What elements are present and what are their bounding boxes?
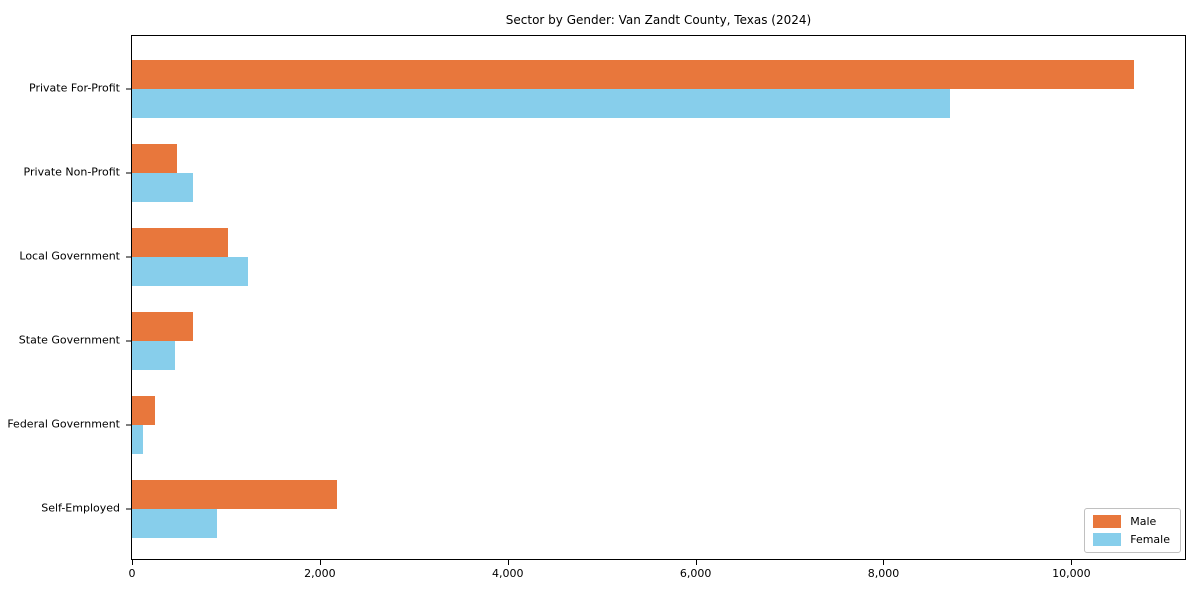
x-axis-ticks: 0 2,000 4,000 6,000 8,000 10,000	[129, 36, 1185, 580]
y-axis-label-private-for-profit: Private For-Profit	[29, 81, 120, 94]
x-tick-mark-0	[132, 560, 133, 565]
y-axis-label-federal-government: Federal Government	[7, 417, 120, 430]
y-tick-mark-federal-government	[126, 424, 132, 425]
legend-swatch-female	[1093, 533, 1122, 546]
legend-swatch-male	[1093, 515, 1122, 528]
bar-female-state-government	[132, 340, 176, 370]
x-tick-label-0: 0	[128, 567, 136, 580]
x-tick-mark-4-000	[507, 560, 509, 565]
bar-male-state-government	[132, 311, 193, 341]
bar-male-private-for-profit	[132, 59, 1135, 89]
x-tick-mark-8-000	[883, 560, 885, 565]
legend-label-female: Female	[1130, 533, 1170, 546]
y-axis-label-self-employed: Self-Employed	[41, 501, 120, 514]
y-tick-mark-state-government	[126, 340, 132, 341]
x-tick-mark-6-000	[695, 560, 697, 565]
y-axis-label-local-government: Local Government	[19, 249, 120, 262]
y-tick-mark-private-non-profit	[126, 172, 132, 173]
x-tick-label-8-000: 8,000	[867, 567, 900, 580]
x-tick-label-10-000: 10,000	[1052, 567, 1091, 580]
category-group-self-employed	[132, 467, 1185, 551]
category-group-private-for-profit	[132, 47, 1185, 131]
y-tick-mark-self-employed	[126, 508, 132, 509]
category-group-local-government	[132, 215, 1185, 299]
bar-female-self-employed	[132, 508, 217, 538]
category-group-federal-government	[132, 383, 1185, 467]
bar-female-private-for-profit	[132, 88, 951, 118]
x-tick-label-4-000: 4,000	[491, 567, 524, 580]
y-tick-mark-private-for-profit	[126, 88, 132, 89]
bar-male-federal-government	[132, 395, 155, 425]
bar-female-private-non-profit	[132, 172, 194, 202]
legend-label-male: Male	[1130, 515, 1157, 528]
legend-item-female: Female	[1093, 533, 1170, 546]
bar-rows	[132, 36, 1185, 559]
legend-item-male: Male	[1093, 515, 1170, 528]
x-tick-mark-2-000	[319, 560, 321, 565]
bar-male-local-government	[132, 227, 228, 257]
bar-female-local-government	[132, 256, 249, 286]
plot-area: 0 2,000 4,000 6,000 8,000 10,000 Male Female	[126, 35, 1186, 580]
y-tick-mark-local-government	[126, 256, 132, 257]
bar-female-federal-government	[132, 424, 144, 454]
chart-title: Sector by Gender: Van Zandt County, Texa…	[505, 13, 812, 27]
bar-male-private-non-profit	[132, 143, 178, 173]
x-tick-label-2-000: 2,000	[304, 567, 336, 580]
bar-male-self-employed	[132, 479, 337, 509]
category-group-state-government	[132, 299, 1185, 383]
y-axis-label-private-non-profit: Private Non-Profit	[23, 165, 120, 178]
legend: Male Female	[1084, 508, 1181, 553]
x-tick-label-6-000: 6,000	[679, 567, 712, 580]
category-group-private-non-profit	[132, 131, 1185, 215]
x-tick-mark-10-000	[1071, 560, 1073, 565]
y-axis-label-state-government: State Government	[18, 333, 120, 346]
